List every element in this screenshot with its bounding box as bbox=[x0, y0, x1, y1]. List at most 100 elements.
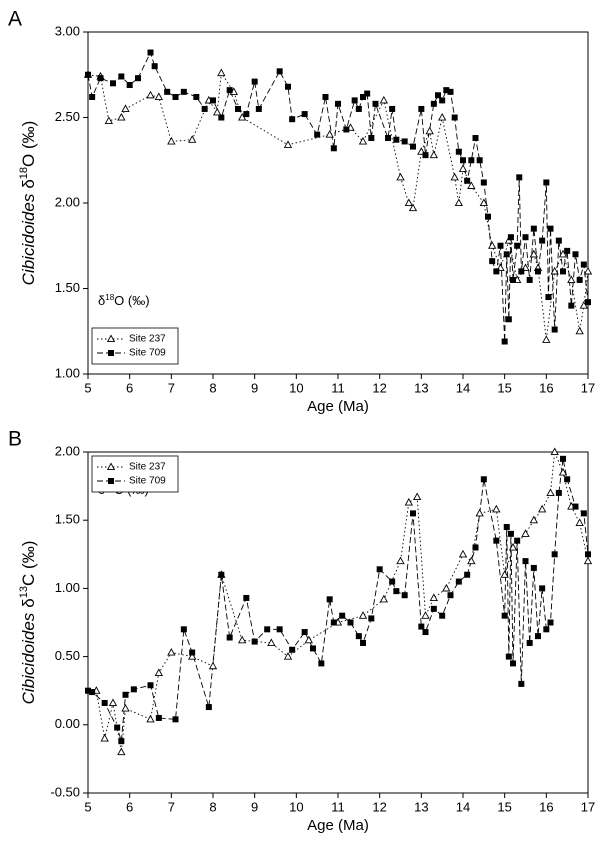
legend-marker bbox=[108, 478, 114, 484]
marker-square bbox=[276, 626, 283, 633]
legend-box bbox=[91, 327, 179, 365]
marker-triangle bbox=[508, 542, 518, 551]
marker-square bbox=[472, 544, 479, 551]
marker-square bbox=[343, 126, 350, 133]
x-tick-label: 7 bbox=[168, 799, 175, 814]
marker-square bbox=[118, 738, 125, 745]
plot-frame bbox=[87, 31, 589, 375]
marker-square bbox=[251, 638, 258, 645]
marker-square bbox=[401, 138, 408, 145]
superscript: 18 bbox=[18, 167, 30, 179]
y-tick-label: 1.50 bbox=[55, 512, 80, 527]
marker-square bbox=[114, 724, 121, 731]
marker-square bbox=[526, 639, 533, 646]
marker-square bbox=[276, 68, 283, 75]
y-tick-label: 2.00 bbox=[55, 443, 80, 458]
marker-square bbox=[235, 105, 241, 112]
marker-triangle bbox=[475, 508, 484, 517]
marker-square bbox=[226, 634, 233, 641]
legend-marker bbox=[106, 334, 116, 343]
marker-square bbox=[447, 88, 454, 95]
marker-square bbox=[460, 157, 466, 164]
marker-square bbox=[455, 578, 462, 585]
marker-square bbox=[530, 564, 537, 571]
marker-square bbox=[547, 619, 554, 626]
marker-triangle bbox=[583, 266, 593, 275]
marker-triangle bbox=[121, 104, 130, 112]
label-part: O (‰) bbox=[114, 293, 149, 308]
marker-square bbox=[464, 177, 471, 184]
x-tick-label: 10 bbox=[289, 380, 303, 395]
marker-triangle bbox=[396, 556, 405, 565]
y-tick-label: 3.00 bbox=[55, 23, 80, 38]
marker-square bbox=[539, 237, 546, 244]
marker-triangle bbox=[100, 733, 109, 742]
annotation: δ18O (‰) bbox=[98, 293, 150, 309]
marker-square bbox=[85, 71, 91, 78]
x-tick-label: 15 bbox=[497, 380, 511, 395]
marker-triangle bbox=[521, 529, 530, 537]
marker-square bbox=[205, 704, 212, 711]
marker-square bbox=[480, 476, 487, 483]
marker-square bbox=[401, 592, 408, 599]
marker-triangle bbox=[567, 275, 576, 283]
marker-triangle bbox=[538, 504, 547, 513]
label-part: Cibicidoides bbox=[19, 612, 38, 704]
label-part: O (‰) bbox=[19, 121, 38, 167]
marker-square bbox=[410, 143, 416, 150]
marker-square bbox=[368, 615, 375, 622]
marker-square bbox=[503, 251, 510, 258]
marker-square bbox=[580, 510, 587, 517]
marker-triangle bbox=[450, 172, 459, 181]
marker-triangle bbox=[408, 203, 418, 212]
x-tick-label: 16 bbox=[539, 380, 553, 395]
legend-label: Site 237 bbox=[129, 462, 166, 473]
x-tick-label: 12 bbox=[372, 799, 386, 814]
marker-triangle bbox=[167, 136, 176, 145]
marker-square bbox=[126, 82, 133, 89]
marker-square bbox=[164, 88, 171, 95]
marker-square bbox=[543, 179, 550, 186]
x-tick-label: 8 bbox=[209, 799, 216, 814]
x-axis-label: Age (Ma) bbox=[307, 817, 369, 834]
marker-square bbox=[389, 578, 396, 585]
marker-triangle bbox=[154, 668, 163, 677]
marker-triangle bbox=[546, 488, 555, 496]
marker-square bbox=[155, 714, 162, 721]
x-tick-label: 9 bbox=[251, 799, 258, 814]
marker-triangle bbox=[458, 549, 468, 558]
marker-triangle bbox=[154, 92, 163, 101]
y-tick-label: 2.50 bbox=[55, 109, 80, 124]
legend: Site 237 Site 709 bbox=[91, 327, 179, 365]
marker-triangle bbox=[558, 467, 568, 476]
y-tick-label: 1.50 bbox=[55, 280, 80, 295]
marker-square bbox=[422, 629, 429, 636]
marker-triangle bbox=[146, 714, 155, 723]
marker-square bbox=[539, 585, 546, 592]
marker-square bbox=[218, 114, 225, 121]
marker-square bbox=[393, 588, 400, 595]
marker-square bbox=[497, 242, 504, 249]
marker-square bbox=[368, 135, 375, 142]
marker-square bbox=[551, 326, 558, 333]
marker-square bbox=[218, 571, 225, 578]
marker-triangle bbox=[325, 130, 334, 138]
marker-triangle bbox=[108, 698, 118, 707]
marker-square bbox=[89, 689, 96, 696]
marker-square bbox=[572, 503, 579, 510]
marker-triangle bbox=[121, 703, 130, 712]
marker-square bbox=[372, 100, 379, 107]
marker-square bbox=[264, 626, 271, 633]
marker-square bbox=[110, 80, 116, 87]
marker-square bbox=[555, 237, 562, 244]
marker-square bbox=[585, 551, 591, 558]
marker-square bbox=[451, 114, 458, 121]
marker-triangle bbox=[358, 136, 368, 145]
series-line bbox=[87, 458, 589, 742]
marker-square bbox=[439, 97, 446, 104]
y-tick-label: 1.00 bbox=[55, 365, 80, 380]
marker-triangle bbox=[575, 518, 584, 526]
marker-square bbox=[251, 78, 258, 85]
x-tick-label: 5 bbox=[84, 799, 91, 814]
x-tick-label: 14 bbox=[456, 380, 470, 395]
